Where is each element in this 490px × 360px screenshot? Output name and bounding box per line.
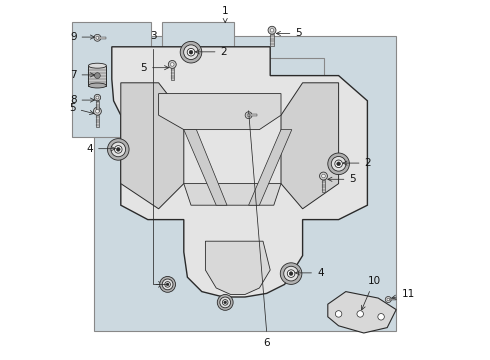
Circle shape xyxy=(319,172,327,180)
Circle shape xyxy=(184,45,198,59)
Circle shape xyxy=(96,36,99,39)
Bar xyxy=(94,36,396,331)
Bar xyxy=(248,114,257,116)
Circle shape xyxy=(378,314,384,320)
Circle shape xyxy=(270,28,274,32)
Polygon shape xyxy=(184,130,227,205)
Bar xyxy=(245,58,324,137)
Text: 5: 5 xyxy=(141,63,169,73)
Circle shape xyxy=(111,142,125,157)
Bar xyxy=(98,37,106,39)
Ellipse shape xyxy=(88,83,106,88)
Polygon shape xyxy=(184,184,281,205)
Circle shape xyxy=(322,174,325,178)
Polygon shape xyxy=(205,241,270,294)
Circle shape xyxy=(280,263,302,284)
Circle shape xyxy=(268,26,276,34)
Circle shape xyxy=(289,272,293,275)
Circle shape xyxy=(222,300,228,305)
Circle shape xyxy=(287,270,295,277)
Polygon shape xyxy=(248,130,292,205)
Circle shape xyxy=(116,148,120,151)
Circle shape xyxy=(224,301,227,304)
Polygon shape xyxy=(328,292,396,333)
Text: 5: 5 xyxy=(69,103,94,114)
Text: 4: 4 xyxy=(295,268,323,278)
Text: 4: 4 xyxy=(86,144,115,154)
Bar xyxy=(88,66,106,85)
Text: 7: 7 xyxy=(70,70,95,80)
Circle shape xyxy=(187,49,195,56)
Polygon shape xyxy=(112,47,368,297)
Circle shape xyxy=(171,63,174,66)
Circle shape xyxy=(245,112,252,119)
Circle shape xyxy=(331,157,346,171)
Text: 2: 2 xyxy=(343,158,371,168)
Text: 8: 8 xyxy=(70,95,95,105)
Circle shape xyxy=(284,266,298,281)
Circle shape xyxy=(335,311,342,317)
Circle shape xyxy=(189,50,193,54)
Circle shape xyxy=(180,41,202,63)
Polygon shape xyxy=(121,83,184,209)
Circle shape xyxy=(387,298,390,301)
Circle shape xyxy=(166,283,169,286)
Bar xyxy=(171,68,174,80)
Circle shape xyxy=(247,114,250,117)
Circle shape xyxy=(96,96,99,99)
Circle shape xyxy=(220,297,231,308)
Circle shape xyxy=(160,276,175,292)
Bar xyxy=(322,180,325,192)
Text: 5: 5 xyxy=(276,28,302,39)
Text: 1: 1 xyxy=(222,6,228,23)
Ellipse shape xyxy=(88,63,106,68)
Circle shape xyxy=(115,145,122,153)
Circle shape xyxy=(94,34,101,41)
Circle shape xyxy=(96,109,99,113)
Circle shape xyxy=(95,73,100,78)
Bar xyxy=(96,115,99,127)
Bar xyxy=(388,299,396,300)
Circle shape xyxy=(217,294,233,310)
Circle shape xyxy=(94,107,101,115)
Bar xyxy=(96,101,98,111)
Circle shape xyxy=(337,162,341,166)
Circle shape xyxy=(385,297,392,302)
Circle shape xyxy=(169,60,176,68)
Bar xyxy=(162,22,234,101)
Circle shape xyxy=(328,153,349,175)
Text: 6: 6 xyxy=(263,338,270,348)
Text: 5: 5 xyxy=(328,174,356,184)
Circle shape xyxy=(94,94,100,101)
Text: 9: 9 xyxy=(70,32,95,42)
Circle shape xyxy=(107,139,129,160)
Text: 11: 11 xyxy=(392,289,415,300)
Circle shape xyxy=(357,311,364,317)
Text: 2: 2 xyxy=(196,47,227,57)
Polygon shape xyxy=(159,94,281,130)
Polygon shape xyxy=(281,83,339,209)
Circle shape xyxy=(335,160,343,167)
Bar xyxy=(270,34,273,46)
Circle shape xyxy=(162,279,173,290)
Bar xyxy=(72,22,151,137)
Text: 3: 3 xyxy=(150,31,156,41)
Circle shape xyxy=(165,282,171,287)
Text: 10: 10 xyxy=(361,276,381,310)
